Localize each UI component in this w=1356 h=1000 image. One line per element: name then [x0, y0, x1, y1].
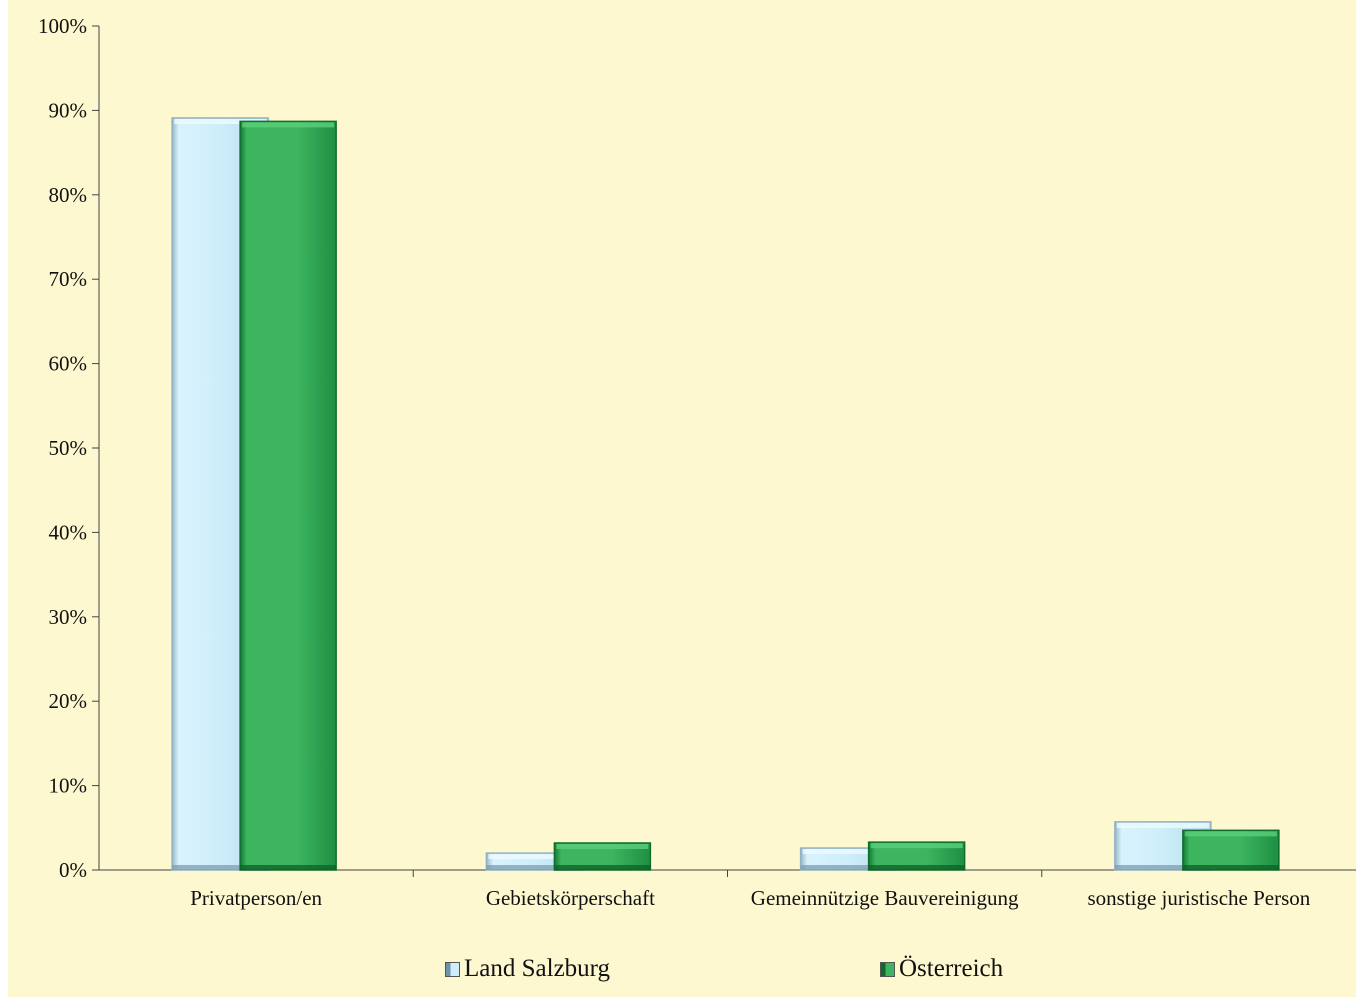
chart: 0% 10% 20% 30% 40% 50% 60% 70% 80% 90% 100% Privatp…	[8, 0, 1356, 997]
bar	[239, 120, 337, 871]
bar-bevel	[1116, 822, 1209, 828]
bar-bevel	[242, 122, 335, 128]
y-tick-label: 30%	[49, 605, 88, 629]
bar-base	[1182, 865, 1279, 870]
y-tick-label: 0%	[59, 858, 87, 882]
bar-base	[172, 865, 269, 870]
legend-swatch-oesterreich	[880, 961, 895, 977]
x-category-label: Gebietskörperschaft	[486, 886, 655, 910]
bar-base	[1114, 865, 1211, 870]
bar-base	[486, 865, 583, 870]
bar-chart-plot: 0% 10% 20% 30% 40% 50% 60% 70% 80% 90% 100% Privatp…	[38, 14, 1356, 910]
legend-swatch-land-salzburg	[445, 961, 460, 977]
legend-item-land-salzburg: Land Salzburg	[445, 955, 610, 983]
bar	[553, 842, 652, 871]
y-tick-label: 70%	[49, 267, 88, 291]
legend-label-oesterreich: Österreich	[899, 955, 1004, 982]
y-tick-label: 40%	[49, 520, 88, 544]
bar	[867, 841, 966, 871]
y-tick-label: 20%	[49, 689, 88, 713]
y-tick-label: 60%	[49, 352, 88, 376]
bar-base	[868, 865, 965, 870]
legend-item-oesterreich: Österreich	[880, 955, 1003, 983]
y-tick-label: 10%	[49, 774, 88, 798]
x-category-label: Gemeinnützige Bauvereinigung	[751, 886, 1019, 910]
bar-body	[1182, 829, 1280, 871]
x-category-label: sonstige juristische Person	[1087, 886, 1310, 910]
bar-bevel	[174, 118, 267, 124]
bar-body	[239, 120, 337, 871]
bar-bevel	[556, 843, 649, 849]
bar-bevel	[488, 854, 581, 860]
legend: Land Salzburg Österreich	[8, 955, 1356, 995]
x-category-label: Privatperson/en	[190, 886, 322, 910]
y-tick-label: 100%	[38, 14, 87, 38]
bar-base	[800, 865, 897, 870]
bar-base	[240, 865, 337, 870]
legend-label-land-salzburg: Land Salzburg	[464, 955, 611, 982]
bar-bevel	[1184, 831, 1277, 837]
y-tick-label: 80%	[49, 183, 88, 207]
bar-bevel	[870, 843, 963, 849]
bar-bevel	[802, 849, 895, 855]
y-tick-label: 90%	[49, 98, 88, 122]
y-tick-label: 50%	[49, 436, 88, 460]
bar	[1182, 829, 1280, 871]
bar-base	[554, 865, 651, 870]
